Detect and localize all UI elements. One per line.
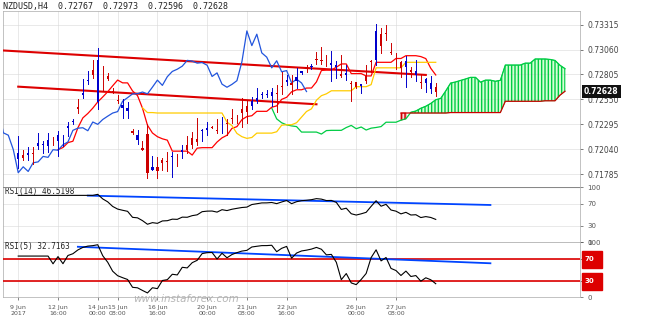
FancyBboxPatch shape	[211, 127, 213, 128]
FancyBboxPatch shape	[231, 118, 233, 120]
FancyBboxPatch shape	[415, 71, 417, 75]
FancyBboxPatch shape	[375, 31, 377, 60]
FancyBboxPatch shape	[241, 110, 243, 113]
FancyBboxPatch shape	[22, 155, 25, 158]
FancyBboxPatch shape	[37, 143, 39, 146]
FancyBboxPatch shape	[265, 94, 268, 95]
Text: RSI(14) 46.5198: RSI(14) 46.5198	[5, 187, 74, 196]
FancyBboxPatch shape	[261, 94, 263, 95]
FancyBboxPatch shape	[420, 82, 422, 83]
FancyBboxPatch shape	[82, 93, 84, 95]
Text: www.instaforex.com: www.instaforex.com	[133, 294, 239, 304]
FancyBboxPatch shape	[196, 138, 198, 142]
FancyBboxPatch shape	[66, 126, 69, 128]
FancyBboxPatch shape	[166, 161, 168, 162]
FancyBboxPatch shape	[186, 145, 188, 150]
FancyBboxPatch shape	[430, 83, 432, 89]
FancyBboxPatch shape	[136, 135, 138, 140]
FancyBboxPatch shape	[370, 61, 372, 62]
FancyBboxPatch shape	[295, 77, 298, 81]
FancyBboxPatch shape	[116, 100, 119, 101]
FancyBboxPatch shape	[96, 60, 99, 102]
Text: 70: 70	[584, 256, 594, 262]
FancyBboxPatch shape	[42, 144, 44, 145]
FancyBboxPatch shape	[305, 67, 308, 69]
FancyBboxPatch shape	[171, 156, 174, 157]
FancyBboxPatch shape	[315, 59, 318, 60]
FancyBboxPatch shape	[126, 109, 129, 111]
FancyBboxPatch shape	[365, 76, 367, 81]
FancyBboxPatch shape	[32, 153, 35, 154]
FancyBboxPatch shape	[255, 98, 258, 100]
FancyBboxPatch shape	[301, 72, 303, 73]
FancyBboxPatch shape	[271, 92, 273, 96]
FancyBboxPatch shape	[321, 60, 323, 61]
FancyBboxPatch shape	[246, 106, 248, 111]
FancyBboxPatch shape	[201, 130, 203, 131]
Text: RSI(5) 32.7163: RSI(5) 32.7163	[5, 242, 70, 251]
FancyBboxPatch shape	[156, 167, 158, 172]
FancyBboxPatch shape	[27, 153, 29, 155]
FancyBboxPatch shape	[400, 62, 402, 68]
FancyBboxPatch shape	[146, 134, 148, 173]
FancyBboxPatch shape	[405, 61, 407, 67]
FancyBboxPatch shape	[345, 73, 347, 75]
FancyBboxPatch shape	[355, 82, 357, 87]
FancyBboxPatch shape	[335, 65, 337, 67]
FancyBboxPatch shape	[385, 33, 387, 34]
FancyBboxPatch shape	[435, 87, 437, 92]
FancyBboxPatch shape	[340, 74, 342, 76]
FancyBboxPatch shape	[331, 62, 332, 65]
FancyBboxPatch shape	[191, 138, 194, 145]
FancyBboxPatch shape	[360, 84, 362, 85]
FancyBboxPatch shape	[275, 93, 278, 94]
FancyBboxPatch shape	[161, 160, 164, 163]
FancyBboxPatch shape	[281, 86, 283, 87]
FancyBboxPatch shape	[380, 34, 382, 46]
Text: NZDUSD,H4  0.72767  0.72973  0.72596  0.72628: NZDUSD,H4 0.72767 0.72973 0.72596 0.7262…	[3, 2, 228, 11]
FancyBboxPatch shape	[390, 52, 392, 53]
FancyBboxPatch shape	[76, 107, 79, 109]
FancyBboxPatch shape	[425, 79, 427, 83]
FancyBboxPatch shape	[291, 83, 293, 85]
FancyBboxPatch shape	[216, 130, 218, 131]
FancyBboxPatch shape	[350, 83, 352, 84]
FancyBboxPatch shape	[152, 167, 154, 170]
FancyBboxPatch shape	[92, 70, 94, 74]
FancyBboxPatch shape	[86, 80, 89, 81]
FancyBboxPatch shape	[226, 123, 228, 124]
FancyBboxPatch shape	[206, 128, 208, 130]
FancyBboxPatch shape	[57, 135, 59, 141]
FancyBboxPatch shape	[251, 101, 253, 106]
FancyBboxPatch shape	[311, 66, 313, 67]
FancyBboxPatch shape	[132, 131, 134, 133]
FancyBboxPatch shape	[112, 91, 114, 92]
FancyBboxPatch shape	[106, 76, 109, 79]
FancyBboxPatch shape	[17, 153, 19, 159]
FancyBboxPatch shape	[285, 80, 288, 82]
Text: 30: 30	[584, 278, 594, 284]
FancyBboxPatch shape	[142, 148, 144, 150]
FancyBboxPatch shape	[181, 150, 184, 152]
FancyBboxPatch shape	[47, 140, 49, 146]
Text: 0.72628: 0.72628	[584, 87, 618, 96]
FancyBboxPatch shape	[410, 70, 412, 72]
FancyBboxPatch shape	[122, 105, 124, 108]
